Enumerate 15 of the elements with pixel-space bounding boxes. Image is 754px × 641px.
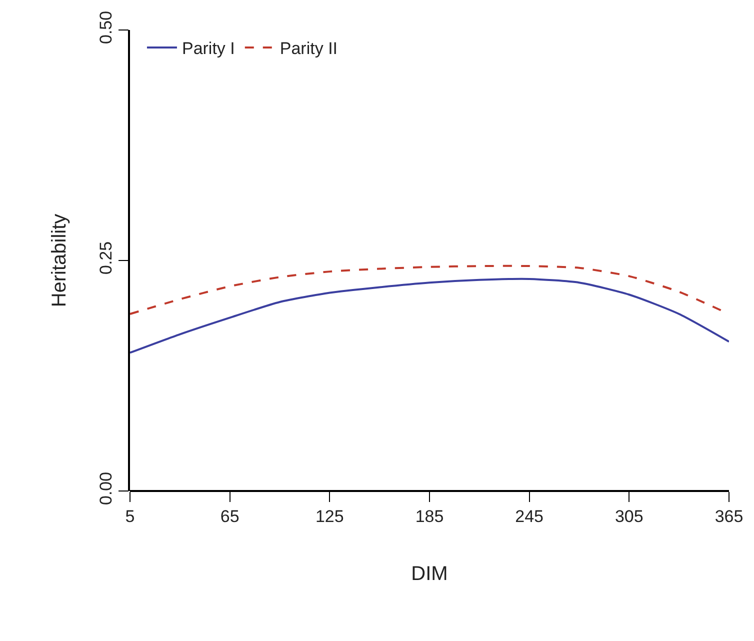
x-axis-title: DIM [411, 563, 448, 586]
legend-label: Parity II [280, 39, 338, 58]
y-tick-label: 0.25 [96, 241, 116, 274]
x-tick-label: 305 [614, 507, 644, 526]
legend-label: Parity I [182, 39, 235, 58]
line-series [130, 278, 729, 354]
x-tick-label: 365 [714, 507, 744, 526]
y-axis-title: Heritability [48, 214, 70, 308]
x-tick-label: 245 [515, 507, 544, 526]
x-tick-label: 125 [315, 507, 344, 526]
y-tick-label: 0.50 [96, 10, 116, 44]
x-tick-label: 185 [415, 507, 444, 526]
x-tick-label: 65 [220, 507, 240, 526]
y-tick-label: 0.00 [96, 472, 116, 505]
x-tick-label: 5 [125, 507, 135, 526]
